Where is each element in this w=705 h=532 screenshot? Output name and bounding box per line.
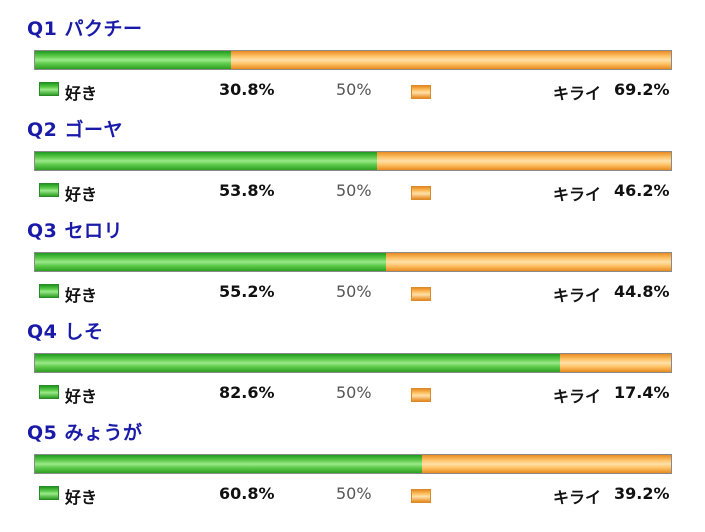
question-title: Q3 セロリ [27, 220, 123, 242]
dislike-percentage: 44.8% [614, 282, 670, 301]
legend-row: 好き 82.6% 50% キライ 17.4% [0, 381, 705, 406]
stacked-bar [34, 353, 672, 373]
like-percentage: 53.8% [219, 181, 275, 200]
dislike-percentage: 46.2% [614, 181, 670, 200]
legend-row: 好き 30.8% 50% キライ 69.2% [0, 78, 705, 103]
dislike-percentage: 39.2% [614, 484, 670, 503]
like-label: 好き [65, 387, 98, 406]
dislike-swatch [411, 287, 431, 301]
like-label: 好き [65, 488, 98, 507]
like-percentage: 55.2% [219, 282, 275, 301]
question-title: Q5 みょうが [27, 422, 143, 444]
dislike-label: キライ [553, 488, 602, 507]
dislike-swatch [411, 85, 431, 99]
like-label: 好き [65, 84, 98, 103]
like-swatch [39, 183, 59, 197]
dislike-swatch [411, 186, 431, 200]
dislike-label: キライ [553, 387, 602, 406]
question-block: Q2 ゴーヤ好き 53.8% 50% キライ 46.2% [0, 101, 705, 204]
like-bar-segment [35, 253, 387, 271]
question-block: Q3 セロリ好き 55.2% 50% キライ 44.8% [0, 202, 705, 305]
stacked-bar [34, 151, 672, 171]
like-percentage: 30.8% [219, 80, 275, 99]
midpoint-label: 50% [336, 80, 372, 99]
like-swatch [39, 284, 59, 298]
dislike-bar-segment [560, 354, 671, 372]
dislike-swatch [411, 489, 431, 503]
legend-row: 好き 55.2% 50% キライ 44.8% [0, 280, 705, 305]
question-title: Q1 パクチー [27, 18, 143, 40]
like-bar-segment [35, 51, 231, 69]
like-percentage: 82.6% [219, 383, 275, 402]
dislike-bar-segment [230, 51, 671, 69]
dislike-label: キライ [553, 185, 602, 204]
question-block: Q5 みょうが好き 60.8% 50% キライ 39.2% [0, 404, 705, 507]
like-bar-segment [35, 354, 561, 372]
like-swatch [39, 385, 59, 399]
question-title: Q4 しそ [27, 321, 104, 343]
like-label: 好き [65, 286, 98, 305]
dislike-label: キライ [553, 84, 602, 103]
stacked-bar [34, 50, 672, 70]
question-block: Q1 パクチー好き 30.8% 50% キライ 69.2% [0, 0, 705, 103]
question-title: Q2 ゴーヤ [27, 119, 123, 141]
like-percentage: 60.8% [219, 484, 275, 503]
stacked-bar [34, 454, 672, 474]
dislike-percentage: 17.4% [614, 383, 670, 402]
dislike-swatch [411, 388, 431, 402]
midpoint-label: 50% [336, 383, 372, 402]
like-bar-segment [35, 152, 378, 170]
legend-row: 好き 53.8% 50% キライ 46.2% [0, 179, 705, 204]
midpoint-label: 50% [336, 484, 372, 503]
dislike-bar-segment [386, 253, 671, 271]
dislike-bar-segment [421, 455, 671, 473]
dislike-label: キライ [553, 286, 602, 305]
stacked-bar [34, 252, 672, 272]
dislike-percentage: 69.2% [614, 80, 670, 99]
like-swatch [39, 486, 59, 500]
like-swatch [39, 82, 59, 96]
question-block: Q4 しそ好き 82.6% 50% キライ 17.4% [0, 303, 705, 406]
midpoint-label: 50% [336, 181, 372, 200]
like-label: 好き [65, 185, 98, 204]
legend-row: 好き 60.8% 50% キライ 39.2% [0, 482, 705, 507]
midpoint-label: 50% [336, 282, 372, 301]
dislike-bar-segment [377, 152, 671, 170]
like-bar-segment [35, 455, 422, 473]
